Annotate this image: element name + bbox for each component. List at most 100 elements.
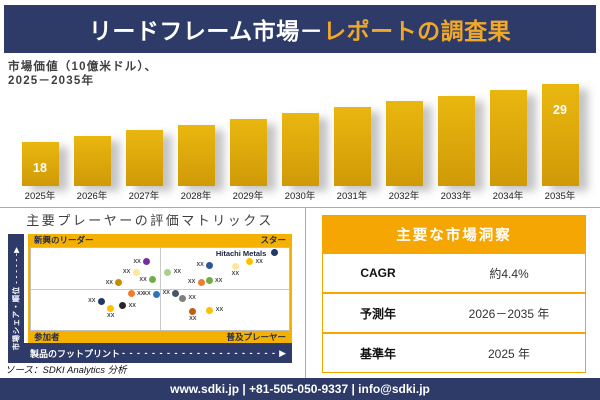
- bar-2034年: [489, 90, 527, 186]
- player-placeholder-label: XX: [162, 290, 170, 297]
- x-axis-tick-label: 2026年: [76, 191, 108, 202]
- market-insights-panel: 主要な市場洞察 CAGR 約4.4% 予測年 2026－2035 年 基準年 2…: [322, 215, 586, 373]
- bar-2031年: [333, 107, 371, 186]
- x-axis-dashes: - - - - - - - - - - - - - - - - - - - - …: [122, 348, 277, 358]
- x-axis-tick-label: 2025年: [24, 191, 56, 202]
- up-arrow-icon: ▶: [11, 246, 21, 253]
- x-axis-tick-label: 2032年: [388, 191, 420, 202]
- bar-chart-plot-area: 18 29: [0, 84, 600, 186]
- bar-value-label: 18: [33, 161, 47, 175]
- horizontal-divider: [0, 207, 600, 208]
- player-dot-icon: [143, 258, 151, 266]
- player-placeholder-label: XX: [105, 279, 113, 286]
- player-placeholder-label: XX: [133, 258, 141, 265]
- player-dot-icon: [119, 302, 127, 310]
- bar-2026年: [73, 136, 111, 186]
- footer-contact-text[interactable]: www.sdki.jp | +81-505-050-9337 | info@sd…: [170, 382, 430, 396]
- player-dot-icon: [107, 305, 115, 313]
- player-placeholder-label: XX: [122, 269, 131, 276]
- player-placeholder-label: XX: [215, 307, 224, 314]
- source-note: ソース：SDKI Analytics 分析: [5, 365, 127, 376]
- player-placeholder-label: XX: [107, 312, 115, 319]
- player-placeholder-label: XX: [88, 298, 96, 305]
- bar-2033年: [437, 96, 475, 186]
- x-axis-tick-label: 2031年: [336, 191, 368, 202]
- forecast-years-value: 2026－2035 年: [468, 306, 550, 321]
- bar-chart-title-line1: 市場価値（10億米ドル）、: [8, 61, 158, 73]
- bar-chart-x-axis: 2025年 2026年 2027年 2028年 2029年 2030年 2031年 2032年…: [0, 188, 600, 202]
- player-dot-icon: [172, 289, 180, 297]
- player-placeholder-label: XX: [187, 279, 196, 286]
- player-dot-icon: [189, 308, 197, 316]
- bar-2035年: 29: [541, 84, 579, 186]
- title-bar: リードフレーム市場－ レポートの調査果: [4, 5, 596, 53]
- matrix-plot-area: XX XX XX XX XX XX XX XX XX Hitachi Metals XX XX XX XX…: [30, 247, 290, 331]
- player-placeholder-label: XX: [143, 291, 151, 298]
- base-year-label: 基準年: [360, 346, 397, 361]
- bar-2029年: [229, 119, 267, 186]
- x-axis-tick-label: 2033年: [440, 191, 472, 202]
- x-axis-tick-label: 2030年: [284, 191, 316, 202]
- footer-contact-bar[interactable]: www.sdki.jp | +81-505-050-9337 | info@sd…: [0, 378, 600, 400]
- x-axis-tick-label: 2035年: [544, 191, 576, 202]
- player-placeholder-label: XX: [173, 269, 182, 276]
- player-dot-icon: [246, 258, 254, 266]
- x-axis-tick-label: 2034年: [492, 191, 524, 202]
- matrix-title: 主要プレーヤーの評価マトリックス: [26, 213, 274, 228]
- player-placeholder-label: XX: [231, 270, 239, 277]
- quadrant-label-emerging-leaders: 新興のリーダー: [34, 235, 94, 245]
- player-placeholder-label: XX: [255, 258, 263, 265]
- bar-2027年: [125, 130, 163, 186]
- player-placeholder-label: XX: [215, 277, 223, 284]
- bar-2030年: [281, 113, 319, 186]
- player-placeholder-label: XX: [189, 315, 197, 322]
- player-dot-icon: [231, 263, 239, 271]
- x-axis-tick-label: 2027年: [128, 191, 160, 202]
- player-placeholder-label: XX: [196, 262, 204, 269]
- player-name-label: Hitachi Metals: [215, 248, 267, 258]
- matrix-y-axis-label: 市場シェア・順位 - - - - - -▶: [11, 246, 21, 351]
- quadrant-horizontal-line: [31, 289, 289, 290]
- bar-2028年: [177, 125, 215, 186]
- player-dot-icon: [149, 276, 157, 284]
- player-dot-icon: [178, 294, 186, 302]
- y-axis-dashes: - - - - - -: [11, 252, 21, 284]
- player-placeholder-label: XX: [128, 302, 136, 309]
- table-row-base-year: 基準年 2025 年: [323, 332, 585, 372]
- forecast-years-label: 予測年: [360, 306, 397, 321]
- player-dot-icon: [206, 261, 214, 269]
- quadrant-label-star: スター: [260, 235, 286, 245]
- base-year-value: 2025 年: [488, 346, 531, 361]
- cagr-value: 約4.4%: [489, 266, 529, 281]
- player-placeholder-label: XX: [188, 295, 196, 302]
- table-row-cagr: CAGR 約4.4%: [323, 252, 585, 292]
- bar-chart-title-line2: 2025－2035年: [8, 75, 95, 87]
- matrix-y-axis-bar: 市場シェア・順位 - - - - - -▶: [8, 234, 24, 363]
- bar-2032年: [385, 101, 423, 186]
- player-dot-icon: [164, 268, 172, 276]
- matrix-x-axis-label: 製品のフットプリント: [30, 348, 121, 359]
- right-arrow-icon: ▶: [279, 347, 286, 358]
- table-row-forecast-years: 予測年 2026－2035 年: [323, 292, 585, 332]
- page-title-accent: レポートの調査果: [323, 18, 512, 44]
- bar-2025年: 18: [21, 142, 59, 186]
- matrix-frame: 新興のリーダー スター 参加者 普及プレーヤー XX XX XX XX XX XX XX XX…: [28, 234, 292, 343]
- player-dot-icon: [115, 279, 123, 287]
- quadrant-label-participants: 参加者: [34, 332, 60, 342]
- market-insights-header: 主要な市場洞察: [323, 216, 585, 252]
- player-dot-icon: [206, 306, 214, 314]
- player-dot-icon: [132, 268, 140, 276]
- bar-value-label: 29: [553, 103, 567, 117]
- cagr-label: CAGR: [360, 266, 396, 280]
- quadrant-label-pervasive-players: 普及プレーヤー: [226, 332, 286, 342]
- x-axis-tick-label: 2029年: [232, 191, 264, 202]
- matrix-x-axis-bar: 製品のフットプリント - - - - - - - - - - - - - - -…: [24, 343, 292, 363]
- player-dot-icon: [270, 249, 278, 257]
- player-dot-icon: [97, 297, 105, 305]
- player-dot-icon: [153, 290, 161, 298]
- player-dot-icon: [127, 290, 135, 298]
- bar-chart-title: 市場価値（10億米ドル）、 2025－2035年: [8, 60, 157, 88]
- player-dot-icon: [205, 277, 213, 285]
- x-axis-tick-label: 2028年: [180, 191, 212, 202]
